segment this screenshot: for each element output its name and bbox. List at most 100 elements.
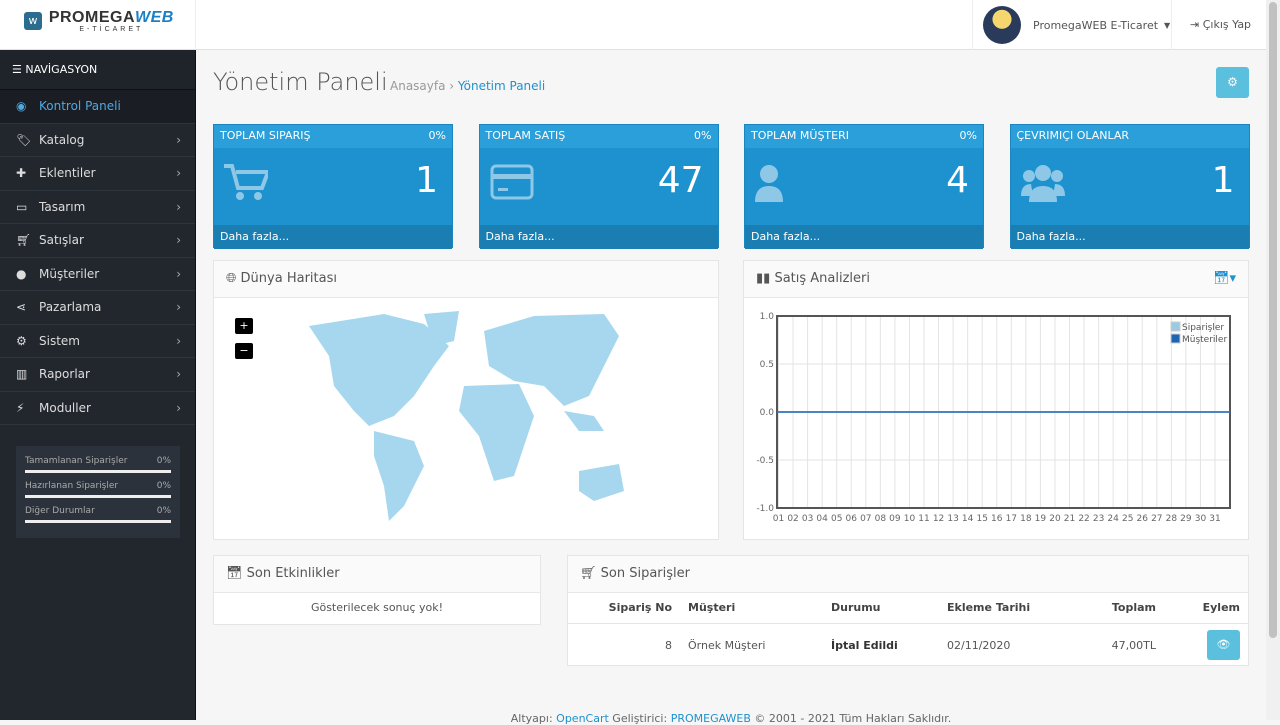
column-header[interactable]: Ekleme Tarihi [939,593,1059,624]
nav-heading: ☰ NAVİGASYON [0,50,195,90]
tags-icon: 🏷︎ [16,132,32,147]
map-southeast-asia [564,411,604,431]
view-order-button[interactable]: 👁︎ [1207,630,1240,661]
x-tick-label: 02 [787,514,798,524]
sidebar-item-0[interactable]: ◉ Kontrol Paneli [0,90,195,124]
logo-main: PROMEGA [48,9,135,26]
sidebar-item-9[interactable]: ⚡︎ Moduller › [0,392,195,425]
tile-more-link[interactable]: Daha fazla... [1010,225,1249,249]
gear-icon: ⚙ [1227,75,1238,89]
sales-chart: 01 02 03 04 05 06 07 08 09 10 11 12 13 14 15 16 17 18 19 20… [756,312,1231,524]
x-tick-label: 13 [947,514,958,524]
y-tick-label: -1.0 [756,504,774,514]
column-header[interactable]: Müşteri [680,593,823,624]
y-tick-label: 1.0 [760,312,775,322]
world-map[interactable] [274,306,664,526]
x-tick-label: 06 [846,514,858,524]
chevron-right-icon: › [176,233,181,248]
x-tick-label: 14 [962,514,974,524]
x-tick-label: 28 [1166,514,1178,524]
column-header[interactable]: Toplam [1059,593,1164,624]
x-tick-label: 15 [976,514,987,524]
logo[interactable]: w PROMEGAWEB E-TİCARET [0,0,196,50]
stat-tile-3: Çevrimiçi Olanlar 1 Daha fazla... [1009,124,1250,249]
monitor-icon: ▭ [16,199,28,214]
scrollbar[interactable] [1266,0,1280,720]
page-title: Yönetim Paneli [213,68,388,96]
chevron-right-icon: › [176,266,181,281]
tile-value: 4 [946,160,969,201]
tile-more-link[interactable]: Daha fazla... [479,225,718,249]
sidebar-item-label: Katalog [39,132,85,147]
tile-more-link[interactable]: Daha fazla... [214,225,452,249]
tile-title: Çevrimiçi Olanlar [1016,129,1130,142]
y-tick-label: 0.0 [760,408,775,418]
sidebar-item-3[interactable]: ▭ Tasarım › [0,191,195,224]
sidebar-item-2[interactable]: ✚ Eklentiler › [0,157,195,191]
x-tick-label: 25 [1122,514,1133,524]
plug-icon: ⚡︎ [16,400,25,415]
share-icon: ⋖ [16,300,27,315]
sidebar-item-label: Raporlar [39,367,90,382]
tile-value: 1 [1211,160,1235,201]
order-status: İptal Edildi [831,638,898,652]
map-south-america [374,431,424,521]
user-name: PromegaWEB E-Ticaret [1033,18,1159,32]
opencart-link[interactable]: OpenCart [556,712,609,725]
users-icon [1020,165,1065,202]
map-greenland [424,311,459,346]
x-tick-label: 09 [889,514,901,524]
scrollbar-thumb[interactable] [1269,2,1277,638]
zoom-out-button[interactable]: − [235,343,253,359]
bar-chart-icon: ▮▮ [756,271,775,286]
sidebar-item-6[interactable]: ⋖ Pazarlama › [0,291,195,325]
x-tick-label: 21 [1064,514,1075,524]
order-date: 02/11/2020 [947,638,1011,652]
progress-value: 0% [156,506,171,516]
breadcrumb-current[interactable]: Yönetim Paneli [457,79,546,93]
tile-more-link[interactable]: Daha fazla... [745,225,983,249]
zoom-in-button[interactable]: + [235,318,253,334]
bar-chart-icon: ▥ [16,367,28,382]
tile-value: 1 [415,160,438,201]
sidebar-item-7[interactable]: ⚙ Sistem › [0,325,195,358]
map-north-america [309,314,449,426]
order-customer: Örnek Müşteri [688,638,766,652]
sidebar-item-4[interactable]: 🛒︎ Satışlar › [0,224,195,258]
stat-tile-0: Toplam Sipariş 0% 1 Daha fazla... [213,124,453,249]
column-header[interactable]: Eylem [1164,593,1248,624]
map-europe-asia [484,314,619,406]
activity-empty-message: Gösterilecek sonuç yok! [310,601,444,614]
logout-button[interactable]: ⇥ Çıkış Yap [1190,18,1251,31]
x-tick-label: 03 [802,514,813,524]
x-tick-label: 27 [1151,514,1162,524]
breadcrumb-home[interactable]: Anasayfa [390,79,446,93]
cart-icon: 🛒︎ [580,566,601,581]
x-tick-label: 29 [1180,514,1192,524]
chevron-right-icon: › [176,400,181,415]
sidebar-item-1[interactable]: 🏷︎ Katalog › [0,124,195,157]
progress-bar [25,470,171,473]
progress-label: Diğer Durumlar [25,506,95,516]
settings-button[interactable]: ⚙ [1216,67,1249,98]
x-tick-label: 20 [1049,514,1061,524]
column-header[interactable]: Sipariş No [568,593,680,624]
x-tick-label: 19 [1035,514,1047,524]
tile-title: Toplam Satış [485,129,566,142]
chevron-right-icon: › [176,199,181,214]
sidebar: ☰ NAVİGASYON ◉ Kontrol Paneli 🏷︎ Katalog › ✚ E… [0,50,196,720]
footer-pre: Altyapı: [510,712,557,725]
calendar-dropdown-button[interactable]: 📅︎▾ [1212,271,1236,286]
calendar-icon: 📅︎ [226,566,247,581]
sidebar-item-8[interactable]: ▥ Raporlar › [0,358,195,392]
column-header[interactable]: Durumu [823,593,939,624]
x-tick-label: 31 [1209,514,1220,524]
orders-title: Son Siparişler [600,566,690,581]
sidebar-item-5[interactable]: ● Müşteriler › [0,258,195,291]
cart-icon: 🛒︎ [16,233,32,248]
user-menu[interactable]: PromegaWEB E-Ticaret ▼ [972,0,1172,50]
chevron-right-icon: › [176,132,181,147]
developer-link[interactable]: PROMEGAWEB [670,712,751,725]
map-australia [579,464,624,501]
x-tick-label: 16 [991,514,1003,524]
